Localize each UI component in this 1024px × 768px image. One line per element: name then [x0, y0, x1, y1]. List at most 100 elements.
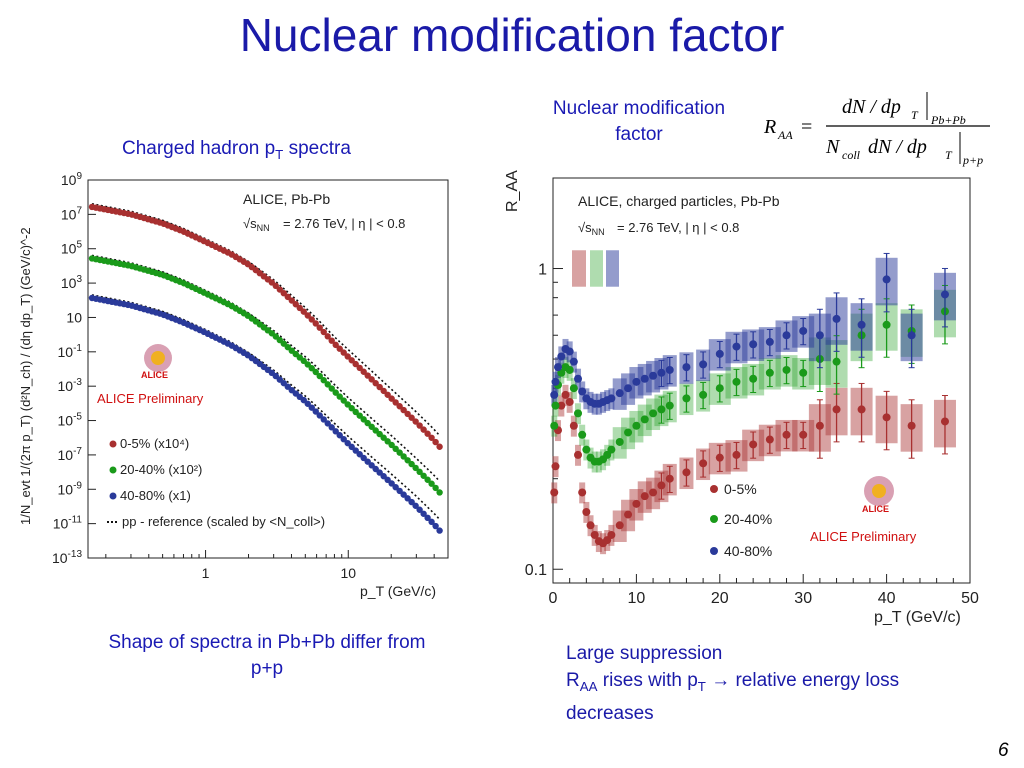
right-data-point	[765, 337, 774, 346]
right-ytick-label: 0.1	[525, 562, 547, 579]
left-data-point	[416, 422, 423, 429]
right-logo-core	[872, 484, 886, 498]
right-data-point	[632, 377, 641, 386]
left-data-point	[328, 385, 335, 392]
right-data-point	[640, 374, 649, 383]
right-data-point	[569, 384, 578, 393]
left-ytick-label: 10	[66, 309, 82, 325]
right-data-point	[765, 368, 774, 377]
right-data-point	[699, 459, 708, 468]
left-energy-text: = 2.76 TeV, | η | < 0.8	[283, 216, 405, 231]
right-ylabel: R_AA	[504, 170, 521, 212]
left-data-point	[328, 424, 335, 431]
left-data-point	[344, 439, 351, 447]
left-plot-frame	[87, 179, 449, 559]
left-data-point	[396, 403, 403, 410]
right-data-point	[624, 428, 633, 437]
left-legend-0: 0-5% (x10⁴)	[120, 436, 189, 451]
right-data-point	[682, 363, 691, 372]
left-data-point	[404, 410, 411, 418]
left-data-point	[412, 502, 419, 509]
right-data-point	[665, 365, 674, 374]
right-alice-logo-text: ALICE	[862, 504, 889, 514]
left-data-point	[372, 380, 379, 387]
right-data-point	[882, 275, 891, 284]
left-legend-ref: pp - reference (scaled by <N_coll>)	[122, 514, 325, 529]
right-data-point	[657, 405, 666, 414]
right-data-point	[550, 421, 559, 430]
left-data-point	[340, 435, 347, 443]
left-data-point	[304, 312, 311, 319]
left-data-point	[336, 432, 343, 439]
page-number: 6	[998, 740, 1009, 761]
left-data-point	[368, 376, 375, 383]
left-heading-sub: T	[275, 146, 284, 162]
left-data-point	[328, 337, 335, 344]
left-data-point	[308, 365, 315, 372]
right-data-point	[857, 320, 866, 329]
right-data-point	[715, 384, 724, 393]
left-ytick-label: 109	[61, 171, 83, 188]
right-data-point	[582, 445, 591, 454]
left-data-point	[312, 368, 319, 376]
right-data-point	[732, 342, 741, 351]
left-data-point	[396, 449, 403, 456]
right-caption: Large suppression RAA rises with pT → re…	[566, 640, 899, 727]
left-data-point	[340, 349, 347, 356]
right-data-point	[649, 409, 658, 418]
right-caption-line3: decreases	[566, 702, 654, 724]
right-energy-text: = 2.76 TeV, | η | < 0.8	[617, 220, 739, 235]
left-data-point	[360, 368, 367, 375]
right-data-point	[665, 474, 674, 483]
right-data-point	[749, 440, 758, 449]
right-legend-1: 20-40%	[724, 511, 772, 527]
left-ytick-label: 10-9	[58, 480, 83, 497]
right-data-point	[578, 387, 587, 396]
left-legend-marker	[109, 440, 117, 448]
right-data-point	[550, 390, 559, 399]
right-data-point	[782, 365, 791, 374]
left-data-point	[312, 408, 319, 415]
left-alice-logo	[144, 344, 172, 372]
right-data-point	[565, 397, 574, 406]
left-data-point	[428, 518, 435, 526]
right-data-point	[551, 462, 560, 471]
right-xtick-label: 50	[961, 590, 979, 607]
right-data-point	[557, 352, 566, 361]
right-xtick-label: 10	[628, 590, 646, 607]
right-data-point	[640, 492, 649, 501]
left-energy-nn: NN	[257, 223, 270, 233]
right-data-point	[551, 401, 560, 410]
right-data-point	[607, 394, 616, 403]
left-energy-prefix: √sNN	[243, 216, 270, 233]
right-chart-header: ALICE, charged particles, Pb-Pb	[578, 193, 780, 209]
caption-r: R	[566, 670, 580, 691]
left-heading-text: Charged hadron p	[122, 138, 276, 159]
left-ytick-label: 10-3	[58, 377, 83, 394]
right-data-point	[682, 394, 691, 403]
right-data-point	[640, 415, 649, 424]
left-data-point	[364, 372, 371, 379]
left-data-point	[420, 510, 427, 517]
right-data-point	[699, 390, 708, 399]
right-data-point	[732, 377, 741, 386]
left-ytick-label: 10-13	[52, 549, 82, 566]
right-data-point	[574, 409, 583, 418]
right-data-point	[569, 357, 578, 366]
right-legend-marker	[710, 515, 718, 523]
right-data-point	[749, 340, 758, 349]
left-data-point	[320, 377, 327, 384]
right-data-point	[607, 445, 616, 454]
slide-title: Nuclear modification factor	[239, 9, 785, 61]
right-data-point	[565, 347, 574, 356]
left-data-point	[316, 372, 323, 380]
right-data-point	[799, 430, 808, 439]
left-logo-core	[151, 351, 165, 365]
left-data-point	[428, 480, 435, 487]
right-alice-logo	[864, 476, 894, 506]
right-data-point	[699, 360, 708, 369]
right-xlabel: p_T (GeV/c)	[874, 609, 961, 626]
left-data-point	[336, 345, 343, 352]
right-chart-heading: Nuclear modification factor	[528, 96, 750, 148]
right-data-point	[607, 530, 616, 539]
